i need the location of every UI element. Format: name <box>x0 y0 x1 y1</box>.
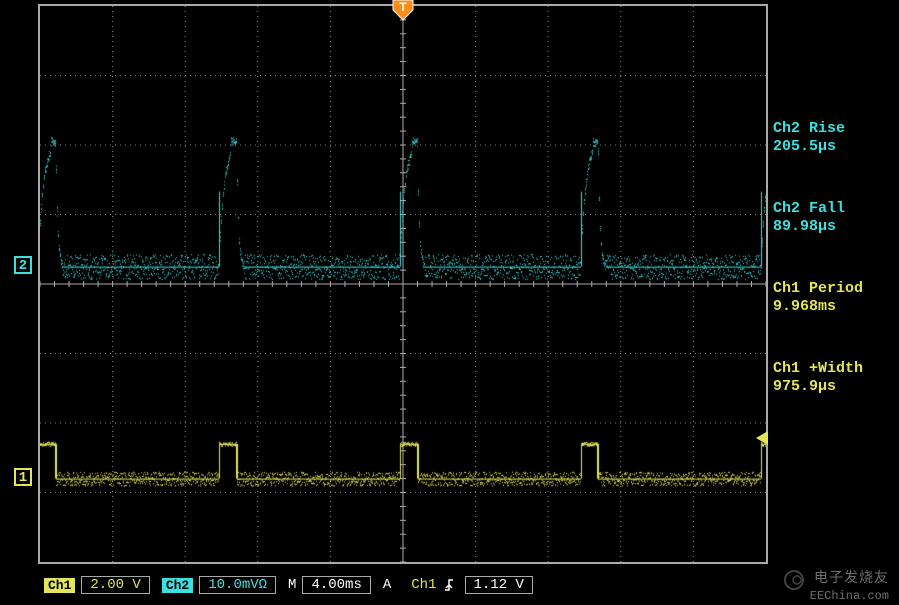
timebase-prefix: M <box>288 577 296 593</box>
ch1-scale-value: 2.00 V <box>81 576 149 594</box>
ch2-scale-value: 10.0mVΩ <box>199 576 276 594</box>
ch1-scale: Ch1 2.00 V <box>38 574 156 596</box>
ch2-scale: Ch2 10.0mVΩ <box>156 574 282 596</box>
readout-label: Ch2 Fall <box>773 200 893 218</box>
trigger-position-marker: T <box>389 0 417 22</box>
waveform-grid: T <box>38 4 768 564</box>
readout-value: 975.9µs <box>773 378 893 396</box>
trigger-level-value: 1.12 V <box>465 576 533 594</box>
ch1-ground-marker: 1 <box>14 468 32 486</box>
readout-value: 89.98µs <box>773 218 893 236</box>
readout-label: Ch2 Rise <box>773 120 893 138</box>
trigger-source: Ch1 <box>411 577 436 593</box>
readout-value: 9.968ms <box>773 298 893 316</box>
watermark-icon <box>781 568 807 590</box>
readout-value: 205.5µs <box>773 138 893 156</box>
ch2-ground-marker: 2 <box>14 256 32 274</box>
readout-ch2-rise: Ch2 Rise205.5µs <box>773 120 893 156</box>
readout-ch2-fall: Ch2 Fall89.98µs <box>773 200 893 236</box>
measurement-readouts: Ch2 Rise205.5µs Ch2 Fall89.98µs Ch1 Period… <box>773 120 893 440</box>
timebase-value: 4.00ms <box>302 576 370 594</box>
status-bar: Ch1 2.00 V Ch2 10.0mVΩ M 4.00ms A Ch1 1.… <box>38 567 768 603</box>
timebase: M 4.00ms <box>282 574 377 596</box>
trigger-level-marker <box>756 431 768 445</box>
readout-label: Ch1 Period <box>773 280 893 298</box>
svg-text:T: T <box>399 0 407 14</box>
trigger-mode: A <box>383 577 391 593</box>
readout-ch1-period: Ch1 Period9.968ms <box>773 280 893 316</box>
ch2-label: Ch2 <box>162 578 193 593</box>
watermark: 电子发烧友 EEChina.com <box>781 568 889 603</box>
readout-ch1-width: Ch1 +Width975.9µs <box>773 360 893 396</box>
trigger-info: A Ch1 1.12 V <box>377 574 539 596</box>
waveform-canvas <box>40 6 766 562</box>
watermark-line1: 电子发烧友 <box>814 571 889 587</box>
ch1-label: Ch1 <box>44 578 75 593</box>
trigger-slope-icon <box>443 577 459 593</box>
readout-label: Ch1 +Width <box>773 360 893 378</box>
watermark-line2: EEChina.com <box>810 589 889 603</box>
oscilloscope-screen: T 2 1 Ch2 Rise205.5µs Ch2 Fall89.98µs Ch1 … <box>0 0 899 605</box>
